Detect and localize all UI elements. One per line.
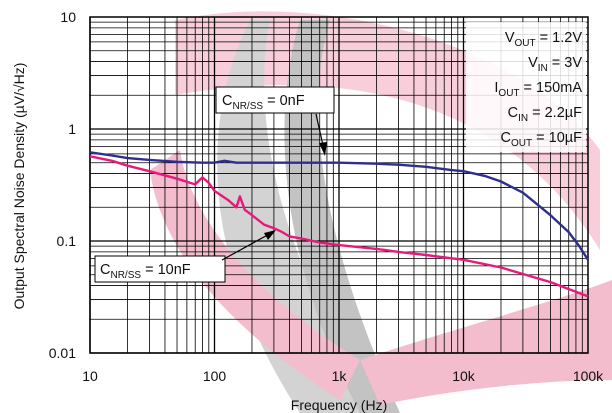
annotation-0nf: CNR/SS = 0nF: [222, 93, 305, 112]
arrow-head-icon: [264, 230, 276, 240]
x-tick-label: 1k: [332, 368, 348, 384]
y-axis-label: Output Spectral Noise Density (µV/√Hz): [11, 63, 27, 310]
annotations: CNR/SS = 0nF CNR/SS = 10nF VOUT = 1.2V VIN …: [94, 22, 586, 283]
y-tick-label: 0.1: [57, 233, 77, 249]
x-axis-label: Frequency (Hz): [291, 397, 387, 413]
plot-frame: [89, 16, 589, 354]
series-layer: [89, 151, 590, 298]
annotation-box-0nf: [215, 86, 335, 114]
x-tick-label: 100k: [573, 368, 604, 384]
condition-line: CIN = 2.2µF: [508, 105, 583, 124]
condition-line: VOUT = 1.2V: [505, 30, 582, 49]
y-tick-label: 1: [68, 121, 76, 137]
series-line-0: [89, 151, 590, 261]
arrow-head-icon: [319, 142, 327, 156]
x-tick-label: 10: [82, 368, 98, 384]
annotation-10nf: CNR/SS = 10nF: [100, 262, 191, 281]
condition-line: IOUT = 150mA: [494, 80, 582, 99]
x-tick-label: 100: [203, 368, 227, 384]
conditions-box: [466, 22, 586, 152]
y-tick-label: 0.01: [49, 345, 76, 361]
series-line-1: [89, 155, 589, 298]
x-tick-label: 10k: [452, 368, 476, 384]
tick-labels: 10 100 1k 10k 100k 0.01 0.1 1 10: [49, 9, 604, 384]
y-tick-label: 10: [60, 9, 76, 25]
annotation-arrow-10nf: [221, 231, 274, 261]
condition-line: VIN = 3V: [528, 55, 582, 74]
condition-line: COUT = 10µF: [501, 130, 583, 149]
annotation-box-10nf: [94, 255, 226, 283]
